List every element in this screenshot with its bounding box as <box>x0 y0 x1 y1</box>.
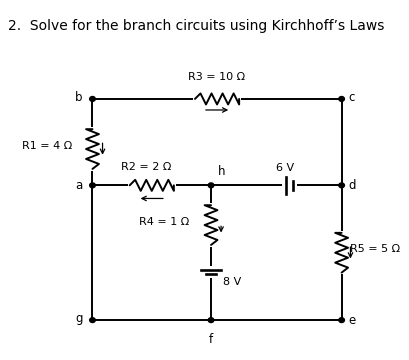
Circle shape <box>338 183 344 188</box>
Text: 2.  Solve for the branch circuits using Kirchhoff’s Laws: 2. Solve for the branch circuits using K… <box>8 19 384 33</box>
Text: R5 = 5 Ω: R5 = 5 Ω <box>350 244 400 254</box>
Circle shape <box>338 318 344 323</box>
Text: b: b <box>75 91 82 104</box>
Text: R3 = 10 Ω: R3 = 10 Ω <box>188 72 245 82</box>
Text: 8 V: 8 V <box>222 277 241 287</box>
Text: R4 = 1 Ω: R4 = 1 Ω <box>138 217 189 226</box>
Circle shape <box>90 318 95 323</box>
Text: d: d <box>348 179 355 192</box>
Text: e: e <box>348 314 355 327</box>
Circle shape <box>338 96 344 102</box>
Circle shape <box>208 318 213 323</box>
Text: 6 V: 6 V <box>276 163 294 173</box>
Text: g: g <box>75 312 82 325</box>
Text: R2 = 2 Ω: R2 = 2 Ω <box>120 162 171 171</box>
Circle shape <box>90 96 95 102</box>
Text: a: a <box>75 179 82 192</box>
Text: h: h <box>218 165 225 179</box>
Circle shape <box>208 183 213 188</box>
Circle shape <box>90 183 95 188</box>
Text: f: f <box>209 333 213 346</box>
Text: c: c <box>348 91 354 104</box>
Text: R1 = 4 Ω: R1 = 4 Ω <box>22 141 72 150</box>
